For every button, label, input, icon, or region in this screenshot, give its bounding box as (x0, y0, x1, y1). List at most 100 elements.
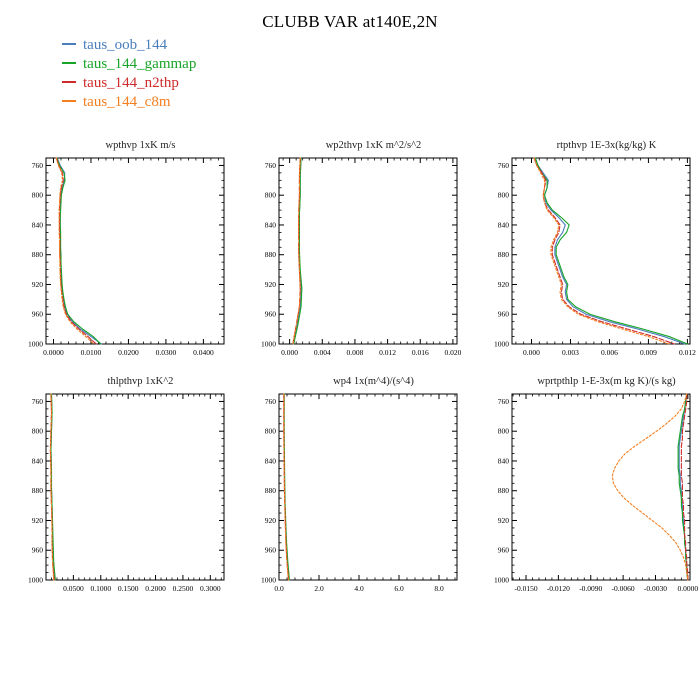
svg-text:760: 760 (32, 161, 44, 170)
svg-text:0.0500: 0.0500 (63, 584, 84, 593)
svg-text:6.0: 6.0 (394, 584, 404, 593)
svg-text:0.003: 0.003 (562, 348, 579, 357)
panel-title-wpthvp: wpthvp 1xK m/s (105, 140, 176, 151)
svg-text:760: 760 (498, 397, 510, 406)
svg-text:-0.0030: -0.0030 (644, 584, 667, 593)
svg-text:880: 880 (265, 250, 277, 259)
svg-text:0.004: 0.004 (314, 348, 331, 357)
svg-text:960: 960 (32, 310, 44, 319)
svg-text:2.0: 2.0 (314, 584, 324, 593)
svg-text:800: 800 (265, 427, 277, 436)
svg-text:0.3000: 0.3000 (200, 584, 221, 593)
legend-label: taus_oob_144 (83, 37, 168, 53)
svg-text:840: 840 (32, 456, 44, 465)
svg-text:4.0: 4.0 (354, 584, 364, 593)
svg-text:1000: 1000 (261, 340, 276, 349)
legend-label: taus_144_n2thp (83, 75, 179, 91)
panel-title-thlpthvp: thlpthvp 1xK^2 (107, 376, 174, 387)
svg-text:0.0000: 0.0000 (43, 348, 64, 357)
panel-wp4: wp4 1x(m^4)/(s^4) 0.0 2.0 4.0 6.0 8.0 760 800 8… (239, 376, 468, 598)
svg-text:760: 760 (498, 161, 510, 170)
svg-text:0.0: 0.0 (274, 584, 284, 593)
svg-text:0.020: 0.020 (444, 348, 461, 357)
svg-text:0.1000: 0.1000 (90, 584, 111, 593)
rtpthvp-chart-canvas: 0.000 0.003 0.006 0.009 0.012 760 800 840 880 920… (494, 157, 696, 357)
svg-text:1000: 1000 (28, 340, 43, 349)
legend-line-swatch (62, 62, 76, 64)
svg-text:0.0100: 0.0100 (81, 348, 102, 357)
svg-text:920: 920 (265, 280, 277, 289)
wprtpthlp-chart-canvas: -0.0150 -0.0120 -0.0090 -0.0060 -0.0030 0.000… (494, 393, 698, 593)
svg-text:760: 760 (32, 397, 44, 406)
panel-wpthvp: wpthvp 1xK m/s 0.0000 0.0100 0.0200 0.0300 0… (6, 140, 235, 362)
svg-text:1000: 1000 (28, 576, 43, 585)
svg-text:840: 840 (498, 220, 510, 229)
panel-wprtpthlp: wprtpthlp 1-E-3x(m kg K)/(s kg) -0.0150-… (472, 376, 700, 598)
legend-line-swatch (62, 81, 76, 83)
svg-text:-0.0060: -0.0060 (612, 584, 635, 593)
svg-text:800: 800 (498, 427, 510, 436)
svg-text:880: 880 (32, 250, 44, 259)
svg-text:800: 800 (265, 191, 277, 200)
svg-text:0.0300: 0.0300 (156, 348, 177, 357)
svg-text:880: 880 (265, 486, 277, 495)
panel-thlpthvp: thlpthvp 1xK^2 0.0500 0.1000 0.1500 0.2000 0… (6, 376, 235, 598)
svg-text:920: 920 (265, 516, 277, 525)
svg-text:920: 920 (498, 280, 510, 289)
charts-grid: wpthvp 1xK m/s 0.0000 0.0100 0.0200 0.0300 0… (6, 140, 698, 598)
svg-text:960: 960 (32, 546, 44, 555)
svg-text:0.2500: 0.2500 (173, 584, 194, 593)
legend-item: taus_144_c8m (62, 93, 196, 112)
legend: taus_oob_144 taus_144_gammap taus_144_n2… (62, 36, 196, 112)
svg-text:960: 960 (265, 546, 277, 555)
wp2thvp-chart-canvas: 0.000 0.004 0.008 0.012 0.016 0.020 760 800 840 8… (261, 157, 462, 357)
panel-rtpthvp: rtpthvp 1E-3x(kg/kg) K 0.000 0.003 0.006 0.… (472, 140, 700, 362)
svg-text:0.000: 0.000 (523, 348, 540, 357)
legend-label: taus_144_c8m (83, 94, 171, 110)
svg-text:0.012: 0.012 (379, 348, 396, 357)
panel-title-wprtpthlp: wprtpthlp 1-E-3x(m kg K)/(s kg) (537, 376, 676, 387)
thlpthvp-chart-canvas: 0.0500 0.1000 0.1500 0.2000 0.2500 0.3000 760 8… (28, 393, 225, 593)
legend-label: taus_144_gammap (83, 56, 197, 72)
svg-text:920: 920 (498, 516, 510, 525)
svg-text:840: 840 (265, 456, 277, 465)
svg-text:920: 920 (32, 516, 44, 525)
wp4-chart-canvas: 0.0 2.0 4.0 6.0 8.0 760 800 840 880 920 960 1000 (261, 393, 458, 593)
svg-text:840: 840 (498, 456, 510, 465)
panel-title-wp2thvp: wp2thvp 1xK m^2/s^2 (325, 140, 422, 151)
svg-text:960: 960 (498, 310, 510, 319)
svg-text:-0.0120: -0.0120 (547, 584, 570, 593)
svg-text:-0.0150: -0.0150 (514, 584, 537, 593)
svg-text:760: 760 (265, 397, 277, 406)
legend-item: taus_144_n2thp (62, 74, 196, 93)
svg-text:960: 960 (498, 546, 510, 555)
svg-text:1000: 1000 (261, 576, 276, 585)
svg-text:0.009: 0.009 (640, 348, 657, 357)
svg-text:840: 840 (32, 220, 44, 229)
svg-text:800: 800 (498, 191, 510, 200)
svg-text:0.0200: 0.0200 (118, 348, 139, 357)
svg-text:880: 880 (498, 486, 510, 495)
svg-text:880: 880 (32, 486, 44, 495)
svg-text:-0.0090: -0.0090 (579, 584, 602, 593)
svg-text:0.0000: 0.0000 (678, 584, 698, 593)
legend-item: taus_144_gammap (62, 55, 196, 74)
svg-text:0.2000: 0.2000 (145, 584, 166, 593)
svg-text:0.000: 0.000 (281, 348, 298, 357)
svg-text:0.0400: 0.0400 (193, 348, 214, 357)
svg-text:0.1500: 0.1500 (118, 584, 139, 593)
panel-title-wp4: wp4 1x(m^4)/(s^4) (333, 376, 414, 387)
panel-wp2thvp: wp2thvp 1xK m^2/s^2 0.000 0.004 0.008 0.012… (239, 140, 468, 362)
svg-text:840: 840 (265, 220, 277, 229)
svg-text:920: 920 (32, 280, 44, 289)
svg-text:880: 880 (498, 250, 510, 259)
svg-text:1000: 1000 (494, 340, 509, 349)
svg-text:800: 800 (32, 191, 44, 200)
legend-line-swatch (62, 100, 76, 102)
svg-text:760: 760 (265, 161, 277, 170)
svg-text:1000: 1000 (494, 576, 509, 585)
svg-text:8.0: 8.0 (434, 584, 444, 593)
svg-text:0.016: 0.016 (412, 348, 429, 357)
panel-title-rtpthvp: rtpthvp 1E-3x(kg/kg) K (556, 140, 657, 151)
